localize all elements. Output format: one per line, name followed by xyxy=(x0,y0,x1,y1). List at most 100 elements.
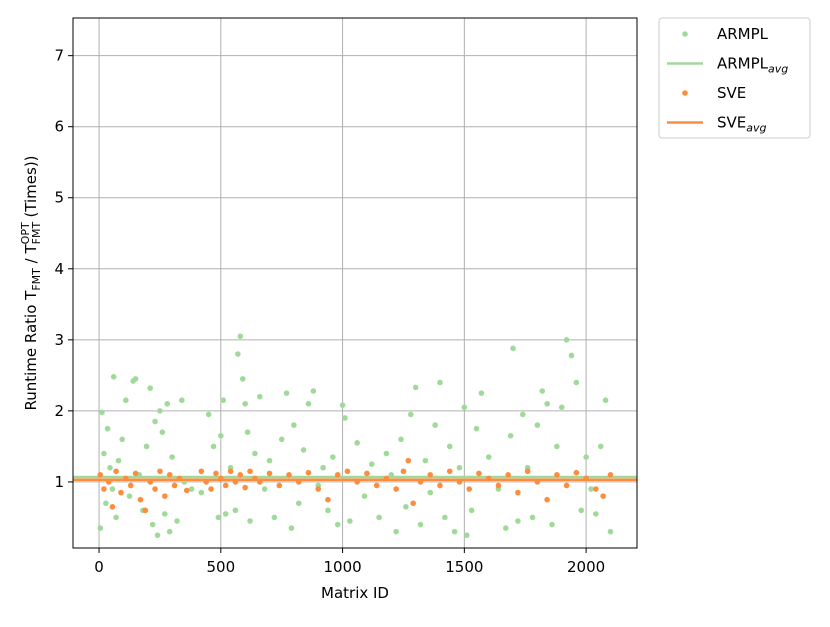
y-axis-label-part: (Times)) xyxy=(22,155,40,222)
point xyxy=(405,457,412,464)
point xyxy=(466,486,473,492)
legend-label: SVE xyxy=(717,84,746,102)
x-axis-label: Matrix ID xyxy=(321,584,389,602)
point xyxy=(154,532,161,539)
point xyxy=(330,454,336,460)
y-tick-label: 6 xyxy=(54,118,64,136)
point xyxy=(166,472,173,478)
point xyxy=(515,489,521,496)
point xyxy=(109,503,116,510)
point xyxy=(437,379,443,386)
point xyxy=(113,468,119,475)
point xyxy=(344,468,351,475)
point xyxy=(126,493,133,499)
point xyxy=(127,482,134,489)
point xyxy=(376,514,382,521)
point xyxy=(515,518,521,524)
point xyxy=(244,429,251,435)
point xyxy=(247,518,253,524)
point xyxy=(119,436,125,443)
point xyxy=(524,468,531,475)
legend-name: ARMPL xyxy=(717,25,769,43)
plot-frame xyxy=(72,17,638,549)
point xyxy=(573,469,580,476)
legend-subscript: avg xyxy=(768,63,788,76)
point xyxy=(485,454,492,460)
point xyxy=(451,528,458,535)
point xyxy=(563,337,570,343)
x-tick-label: 1000 xyxy=(323,558,361,576)
point xyxy=(104,425,111,432)
point xyxy=(235,351,241,357)
point xyxy=(137,496,144,503)
point xyxy=(113,514,119,521)
point xyxy=(220,397,227,404)
point xyxy=(288,525,295,531)
legend-marker xyxy=(682,31,688,37)
point xyxy=(427,489,434,496)
point xyxy=(578,507,585,514)
point xyxy=(152,486,158,492)
point xyxy=(222,482,229,489)
y-axis-label-part: OPT xyxy=(19,222,32,244)
point xyxy=(607,528,614,535)
point xyxy=(505,472,511,478)
point xyxy=(247,468,253,475)
point xyxy=(476,470,482,477)
point xyxy=(446,443,453,450)
y-tick-label: 1 xyxy=(54,473,64,491)
point xyxy=(463,532,470,539)
point xyxy=(588,486,594,492)
point xyxy=(407,411,414,418)
point xyxy=(544,496,550,503)
point xyxy=(171,482,178,489)
point xyxy=(361,493,368,499)
y-tick-label: 7 xyxy=(54,47,64,65)
point xyxy=(157,468,163,475)
point xyxy=(242,484,248,491)
point xyxy=(159,429,166,435)
point xyxy=(149,521,156,528)
point xyxy=(593,486,599,492)
point xyxy=(600,493,606,499)
point xyxy=(242,400,248,407)
point xyxy=(529,514,536,521)
point xyxy=(118,489,124,496)
x-tick-label: 0 xyxy=(94,558,104,576)
point xyxy=(393,528,399,535)
point xyxy=(99,409,105,416)
point xyxy=(101,486,107,492)
point xyxy=(347,518,353,524)
point xyxy=(227,468,234,475)
point xyxy=(364,470,370,477)
point xyxy=(315,486,322,492)
x-tick-label: 2000 xyxy=(567,558,605,576)
point xyxy=(597,443,604,450)
point xyxy=(266,457,273,464)
point xyxy=(427,472,434,478)
point xyxy=(152,418,158,425)
point xyxy=(261,486,268,492)
point xyxy=(162,493,168,499)
point xyxy=(109,486,116,492)
point xyxy=(107,464,113,471)
point xyxy=(437,482,443,489)
point xyxy=(276,482,283,489)
point xyxy=(310,388,317,394)
point xyxy=(142,507,149,514)
point xyxy=(132,376,139,382)
point xyxy=(198,468,205,475)
point xyxy=(568,352,575,359)
y-axis-label-part: / T xyxy=(22,244,40,269)
y-tick-label: 4 xyxy=(54,260,64,278)
point xyxy=(147,385,153,391)
point xyxy=(218,432,224,439)
point xyxy=(305,469,312,476)
legend-subscript: avg xyxy=(746,122,766,135)
point xyxy=(495,482,502,489)
point xyxy=(183,487,190,494)
point xyxy=(432,422,438,428)
legend-frame xyxy=(658,17,811,139)
legend-name: SVE xyxy=(717,84,746,102)
